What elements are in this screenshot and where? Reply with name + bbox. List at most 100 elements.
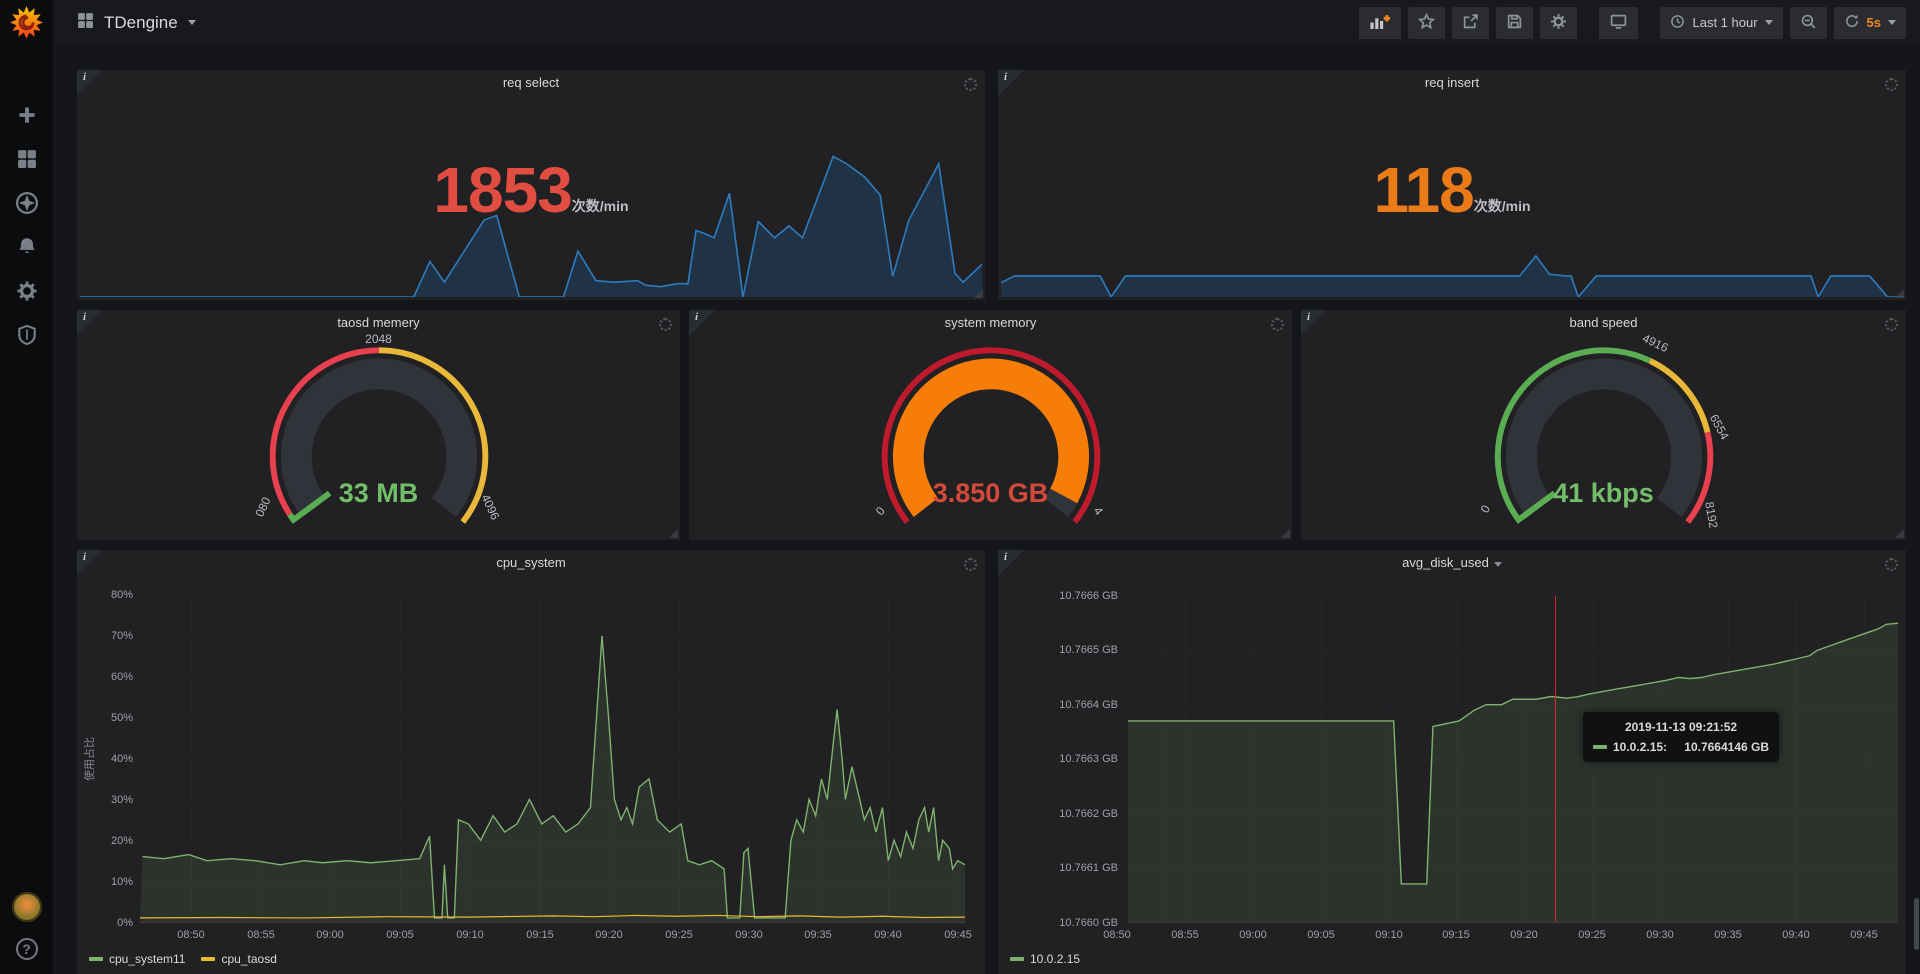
- save-button[interactable]: [1496, 6, 1534, 39]
- navbar-actions: Last 1 hour 5s: [1352, 6, 1906, 39]
- y-tick: 10%: [110, 876, 133, 888]
- x-tick: 09:20: [1510, 929, 1538, 941]
- panel-info-corner[interactable]: [1301, 310, 1327, 336]
- panel-resize-handle[interactable]: [1895, 529, 1904, 538]
- zoom-out-button[interactable]: [1789, 6, 1827, 39]
- x-tick: 09:05: [1307, 929, 1335, 941]
- share-icon: [1462, 13, 1479, 33]
- panel-info-corner[interactable]: [998, 70, 1024, 96]
- grafana-logo[interactable]: [9, 5, 44, 40]
- y-tick: 10.7666 GB: [1059, 590, 1118, 602]
- help-icon[interactable]: ?: [15, 938, 38, 960]
- info-icon: i: [1004, 71, 1008, 83]
- panel-resize-handle[interactable]: [669, 529, 678, 538]
- dashboard-title-button[interactable]: TDengine: [77, 12, 196, 34]
- y-tick: 20%: [110, 835, 133, 847]
- x-tick: 09:05: [386, 929, 414, 941]
- scrollbar-thumb[interactable]: [1914, 898, 1919, 950]
- panel-info-corner[interactable]: [77, 550, 103, 576]
- share-button[interactable]: [1452, 6, 1490, 39]
- sidebar-item-server-admin[interactable]: [0, 313, 53, 357]
- panel-info-corner[interactable]: [998, 550, 1024, 576]
- legend-item[interactable]: cpu_system11: [89, 952, 185, 966]
- sidebar: ?: [0, 0, 53, 974]
- legend-item[interactable]: 10.0.2.15: [1010, 952, 1080, 966]
- sidebar-item-alerting[interactable]: [0, 225, 53, 269]
- time-range-picker[interactable]: Last 1 hour: [1660, 6, 1783, 39]
- x-tick: 09:15: [1442, 929, 1470, 941]
- chevron-down-icon: [1493, 562, 1502, 567]
- chevron-down-icon: [187, 20, 196, 25]
- add-panel-icon: [1369, 13, 1391, 33]
- panel-resize-handle[interactable]: [974, 289, 983, 298]
- panel-resize-handle[interactable]: [1895, 289, 1904, 298]
- graph-tooltip: 2019-11-13 09:21:52 10.0.2.15: 10.766414…: [1583, 712, 1779, 762]
- panel-info-corner[interactable]: [77, 70, 103, 96]
- x-tick: 08:50: [1103, 929, 1131, 941]
- x-tick: 09:35: [804, 929, 832, 941]
- gauge-system-memory: 0 4 3.850 GB: [861, 342, 1121, 531]
- x-tick: 08:55: [247, 929, 275, 941]
- legend: cpu_system11 cpu_taosd: [89, 952, 277, 966]
- x-tick: 09:25: [1578, 929, 1606, 941]
- panel-title[interactable]: cpu_system: [496, 555, 566, 570]
- refresh-button[interactable]: 5s: [1833, 6, 1906, 39]
- user-avatar[interactable]: [11, 892, 42, 922]
- series-color-swatch: [1593, 745, 1607, 749]
- y-tick: 70%: [110, 630, 133, 642]
- sidebar-item-dashboards[interactable]: [0, 137, 53, 181]
- panel-title[interactable]: system memory: [944, 315, 1037, 330]
- sidebar-item-explore[interactable]: [0, 181, 53, 225]
- x-tick: 08:55: [1171, 929, 1199, 941]
- panel-system-memory: i system memory 0 4 3.850 GB: [689, 310, 1292, 540]
- x-tick: 08:50: [177, 929, 205, 941]
- legend: 10.0.2.15: [1010, 952, 1080, 966]
- tooltip-value: 10.7664146 GB: [1684, 740, 1769, 754]
- panel-title[interactable]: taosd memery: [337, 315, 420, 330]
- gear-icon: [16, 280, 38, 302]
- clock-icon: [1670, 14, 1685, 32]
- panel-info-corner[interactable]: [689, 310, 715, 336]
- star-button[interactable]: [1408, 6, 1446, 39]
- crosshair-line: [1555, 596, 1556, 922]
- sidebar-menu: [0, 93, 53, 357]
- info-icon: i: [695, 311, 699, 323]
- x-tick: 09:00: [316, 929, 344, 941]
- y-tick: 10.7663 GB: [1059, 753, 1118, 765]
- info-icon: i: [1004, 551, 1008, 563]
- panel-title[interactable]: avg_disk_used: [998, 550, 1906, 577]
- gauge-value: 3.850 GB: [932, 478, 1049, 508]
- chevron-down-icon: [1888, 20, 1896, 25]
- panel-taosd-memory: i taosd memery 2048 080 4096 33 MB: [77, 310, 680, 540]
- info-icon: i: [83, 71, 87, 83]
- info-icon: i: [83, 311, 87, 323]
- monitor-icon: [1609, 13, 1628, 33]
- req-insert-sparkline: [1001, 149, 1903, 297]
- panel-title[interactable]: req insert: [1424, 75, 1480, 90]
- avg-disk-used-plot[interactable]: [1128, 596, 1898, 923]
- series-color-swatch: [201, 957, 216, 961]
- panel-title[interactable]: req select: [502, 75, 560, 90]
- legend-item[interactable]: cpu_taosd: [201, 952, 277, 966]
- panel-info-corner[interactable]: [77, 310, 103, 336]
- y-tick: 10.7665 GB: [1059, 644, 1118, 656]
- shield-icon: [16, 324, 38, 346]
- cycle-view-button[interactable]: [1599, 6, 1639, 39]
- loading-spinner-icon: [1271, 318, 1284, 331]
- gauge-taosd-memory: 2048 080 4096 33 MB: [249, 332, 509, 531]
- explore-compass-icon: [15, 191, 39, 215]
- x-tick: 09:15: [526, 929, 554, 941]
- dashboard-settings-button[interactable]: [1540, 6, 1578, 39]
- time-range-label: Last 1 hour: [1692, 15, 1758, 30]
- panel-title[interactable]: band speed: [1569, 315, 1638, 330]
- tooltip-series: 10.0.2.15:: [1613, 740, 1668, 754]
- add-panel-button[interactable]: [1359, 6, 1402, 39]
- y-axis-title: 使用占比: [84, 737, 96, 781]
- y-tick: 10.7661 GB: [1059, 862, 1118, 874]
- sidebar-item-create[interactable]: [0, 93, 53, 137]
- tooltip-time: 2019-11-13 09:21:52: [1624, 720, 1738, 734]
- cpu-system-plot[interactable]: [140, 595, 965, 923]
- sidebar-item-configuration[interactable]: [0, 269, 53, 313]
- x-tick: 09:30: [1646, 929, 1674, 941]
- panel-resize-handle[interactable]: [1281, 529, 1290, 538]
